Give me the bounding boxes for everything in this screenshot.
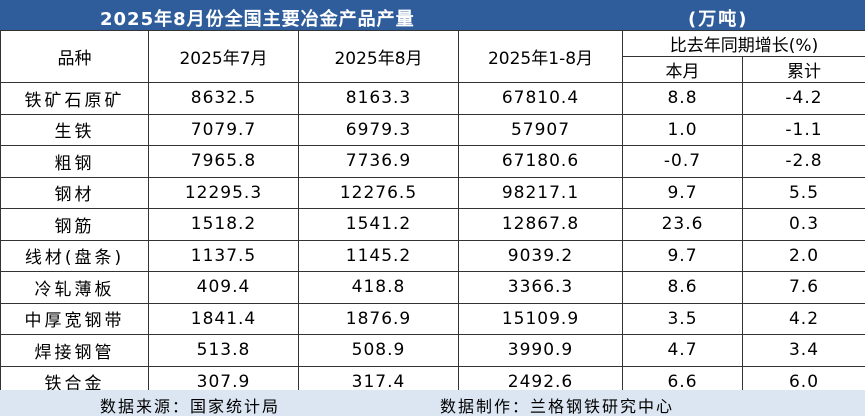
cell-value: 67810.4 (459, 83, 623, 115)
unit: (万吨) (688, 5, 748, 31)
cell-value: 7.6 (743, 272, 865, 304)
cell-value: 1876.9 (299, 303, 459, 335)
column-header: 2025年7月 (149, 31, 299, 83)
cell-value: 4.7 (623, 335, 743, 367)
column-header: 比去年同期增长(%) (623, 31, 865, 57)
cell-value: 409.4 (149, 272, 299, 304)
cell-value: 7736.9 (299, 146, 459, 178)
cell-value: 8.8 (623, 83, 743, 115)
cell-value: 8163.3 (299, 83, 459, 115)
cell-value: 5.5 (743, 177, 865, 209)
cell-value: 3.5 (623, 303, 743, 335)
cell-value: 12276.5 (299, 177, 459, 209)
cell-value: 4.2 (743, 303, 865, 335)
product-name: 焊接钢管 (1, 335, 149, 367)
product-name: 钢材 (1, 177, 149, 209)
title-bar: 2025年8月份全国主要冶金产品产量 (万吨) (0, 0, 865, 30)
cell-value: -4.2 (743, 83, 865, 115)
footer: 数据来源：国家统计局 数据制作：兰格钢铁研究中心 (0, 390, 865, 416)
cell-value: 1145.2 (299, 240, 459, 272)
column-header: 品种 (1, 31, 149, 83)
product-name: 铁矿石原矿 (1, 83, 149, 115)
product-name: 冷轧薄板 (1, 272, 149, 304)
cell-value: 9.7 (623, 177, 743, 209)
product-name: 中厚宽钢带 (1, 303, 149, 335)
cell-value: -0.7 (623, 146, 743, 178)
title: 2025年8月份全国主要冶金产品产量 (100, 5, 415, 31)
cell-value: 3990.9 (459, 335, 623, 367)
maker: 数据制作：兰格钢铁研究中心 (440, 393, 674, 417)
product-name: 生铁 (1, 114, 149, 146)
cell-value: 513.8 (149, 335, 299, 367)
cell-value: 57907 (459, 114, 623, 146)
cell-value: 508.9 (299, 335, 459, 367)
cell-value: 67180.6 (459, 146, 623, 178)
cell-value: 12295.3 (149, 177, 299, 209)
cell-value: -1.1 (743, 114, 865, 146)
cell-value: 1518.2 (149, 209, 299, 241)
product-name: 钢筋 (1, 209, 149, 241)
column-header: 2025年8月 (299, 31, 459, 83)
cell-value: 9039.2 (459, 240, 623, 272)
cell-value: -2.8 (743, 146, 865, 178)
cell-value: 418.8 (299, 272, 459, 304)
data-table: 品种 2025年7月 2025年8月 2025年1-8月 比去年同期增长(%) … (0, 30, 865, 398)
subcolumn-header: 累计 (743, 57, 865, 83)
cell-value: 3366.3 (459, 272, 623, 304)
cell-value: 98217.1 (459, 177, 623, 209)
cell-value: 1.0 (623, 114, 743, 146)
cell-value: 1137.5 (149, 240, 299, 272)
cell-value: 8632.5 (149, 83, 299, 115)
cell-value: 8.6 (623, 272, 743, 304)
column-header: 2025年1-8月 (459, 31, 623, 83)
product-name: 线材(盘条) (1, 240, 149, 272)
cell-value: 23.6 (623, 209, 743, 241)
cell-value: 15109.9 (459, 303, 623, 335)
cell-value: 2.0 (743, 240, 865, 272)
cell-value: 12867.8 (459, 209, 623, 241)
cell-value: 0.3 (743, 209, 865, 241)
cell-value: 1541.2 (299, 209, 459, 241)
cell-value: 7965.8 (149, 146, 299, 178)
cell-value: 3.4 (743, 335, 865, 367)
cell-value: 7079.7 (149, 114, 299, 146)
source: 数据来源：国家统计局 (100, 393, 280, 417)
cell-value: 6979.3 (299, 114, 459, 146)
product-name: 粗钢 (1, 146, 149, 178)
cell-value: 9.7 (623, 240, 743, 272)
subcolumn-header: 本月 (623, 57, 743, 83)
cell-value: 1841.4 (149, 303, 299, 335)
